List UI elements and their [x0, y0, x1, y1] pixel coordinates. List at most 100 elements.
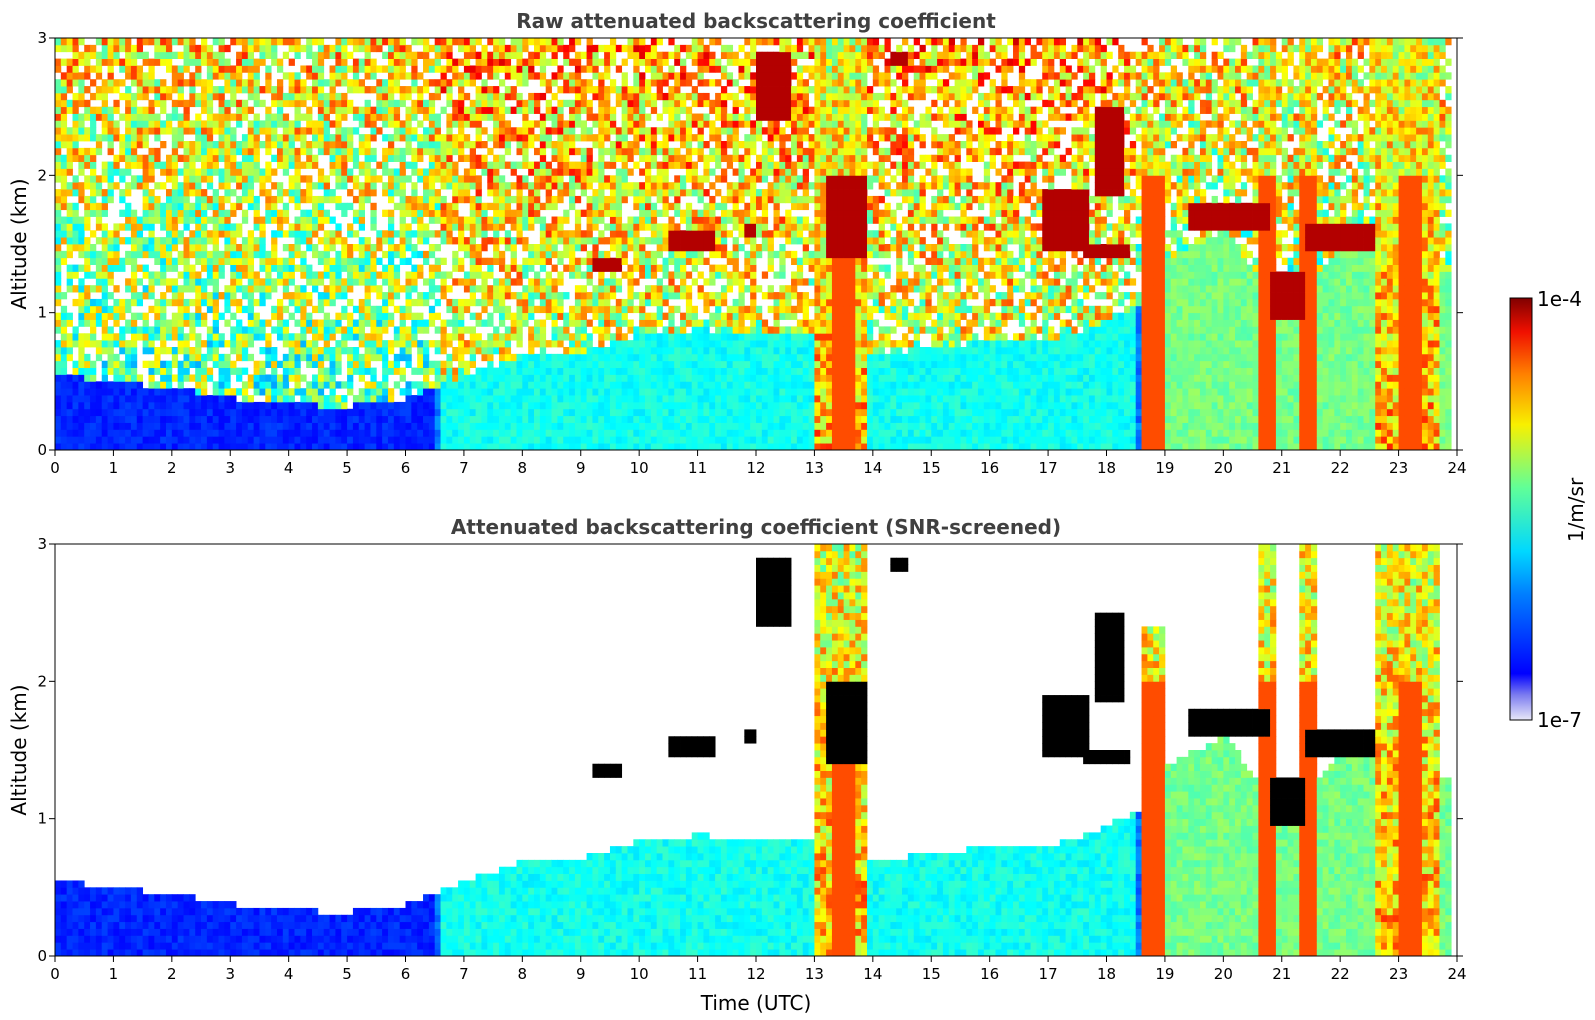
heatmap-cell — [650, 367, 658, 375]
heatmap-cell — [458, 278, 465, 286]
heatmap-cell — [195, 381, 202, 389]
heatmap-cell — [633, 182, 640, 190]
heatmap-cell — [107, 347, 114, 355]
heatmap-cell — [393, 86, 401, 94]
heatmap-cell — [224, 99, 231, 108]
heatmap-cell — [125, 216, 132, 224]
heatmap-cell — [300, 237, 307, 245]
heatmap-cell — [271, 250, 278, 259]
heatmap-cell — [101, 38, 108, 46]
heatmap-cell — [323, 106, 330, 114]
heatmap-cell — [522, 202, 529, 211]
heatmap-cell — [282, 113, 290, 121]
heatmap-cell — [569, 79, 576, 87]
heatmap-cell — [201, 250, 208, 259]
heatmap-cell — [60, 223, 68, 231]
heatmap-cell — [481, 367, 488, 375]
heatmap-cell — [177, 422, 184, 430]
heatmap-cell — [399, 312, 406, 320]
heatmap-cell — [271, 86, 278, 94]
heatmap-cell — [364, 237, 371, 245]
heatmap-cell — [645, 237, 652, 245]
heatmap-cell — [171, 408, 179, 417]
heatmap-cell — [469, 161, 476, 169]
heatmap-cell — [428, 202, 436, 211]
heatmap-cell — [265, 429, 272, 437]
heatmap-cell — [60, 422, 68, 430]
heatmap-cell — [633, 230, 640, 238]
heatmap-cell — [633, 353, 640, 362]
heatmap-cell — [125, 120, 132, 128]
heatmap-cell — [177, 168, 184, 176]
heatmap-cell — [276, 209, 284, 217]
heatmap-cell — [551, 154, 558, 162]
heatmap-cell — [487, 216, 494, 224]
heatmap-cell — [218, 381, 225, 389]
heatmap-cell — [563, 360, 570, 368]
heatmap-cell — [569, 134, 576, 142]
heatmap-cell — [574, 120, 582, 128]
heatmap-cell — [323, 408, 330, 417]
heatmap-cell — [171, 99, 179, 108]
heatmap-cell — [592, 408, 599, 417]
heatmap-cell — [382, 395, 389, 403]
heatmap-cell — [183, 312, 190, 320]
heatmap-cell — [440, 182, 447, 190]
heatmap-cell — [148, 388, 155, 396]
heatmap-cell — [563, 264, 570, 272]
heatmap-cell — [271, 195, 278, 204]
heatmap-cell — [84, 319, 91, 327]
heatmap-cell — [592, 209, 599, 217]
heatmap-cell — [183, 388, 190, 396]
heatmap-cell — [177, 367, 184, 375]
heatmap-cell — [487, 340, 494, 348]
heatmap-cell — [645, 443, 652, 450]
heatmap-cell — [452, 367, 459, 375]
heatmap-cell — [428, 79, 436, 87]
heatmap-cell — [352, 326, 360, 334]
heatmap-cell — [498, 395, 506, 403]
heatmap-cell — [528, 333, 535, 341]
heatmap-cell — [627, 353, 634, 362]
heatmap-cell — [218, 333, 225, 341]
heatmap-cell — [171, 415, 179, 423]
heatmap-cell — [510, 326, 517, 334]
heatmap-cell — [230, 443, 237, 450]
heatmap-cell — [119, 189, 126, 197]
heatmap-cell — [253, 120, 260, 128]
heatmap-cell — [90, 401, 97, 410]
heatmap-cell — [569, 244, 576, 252]
heatmap-cell — [633, 58, 640, 66]
heatmap-cell — [528, 367, 535, 375]
heatmap-cell — [101, 127, 108, 135]
heatmap-cell — [545, 175, 552, 183]
heatmap-cell — [72, 106, 79, 114]
heatmap-cell — [253, 195, 260, 204]
heatmap-cell — [522, 113, 529, 121]
heatmap-cell — [656, 92, 663, 101]
heatmap-cell — [247, 106, 255, 114]
heatmap-cell — [84, 182, 91, 190]
heatmap-cell — [259, 127, 266, 135]
heatmap-cell — [662, 415, 669, 423]
heatmap-cell — [539, 360, 547, 368]
heatmap-cell — [376, 422, 383, 430]
heatmap-cell — [487, 223, 494, 231]
heatmap-cell — [615, 278, 623, 286]
heatmap-cell — [621, 127, 628, 135]
heatmap-cell — [317, 360, 325, 368]
heatmap-cell — [604, 429, 611, 437]
heatmap-cell — [621, 175, 628, 183]
heatmap-cell — [446, 113, 453, 121]
heatmap-cell — [557, 388, 564, 396]
heatmap-cell — [645, 51, 652, 59]
heatmap-cell — [446, 120, 453, 128]
heatmap-cell — [522, 388, 529, 396]
heatmap-cell — [510, 319, 517, 327]
heatmap-cell — [370, 168, 377, 176]
heatmap-cell — [452, 415, 459, 423]
heatmap-cell — [113, 367, 120, 375]
heatmap-cell — [469, 347, 476, 355]
heatmap-cell — [411, 202, 418, 211]
heatmap-cell — [55, 230, 62, 238]
